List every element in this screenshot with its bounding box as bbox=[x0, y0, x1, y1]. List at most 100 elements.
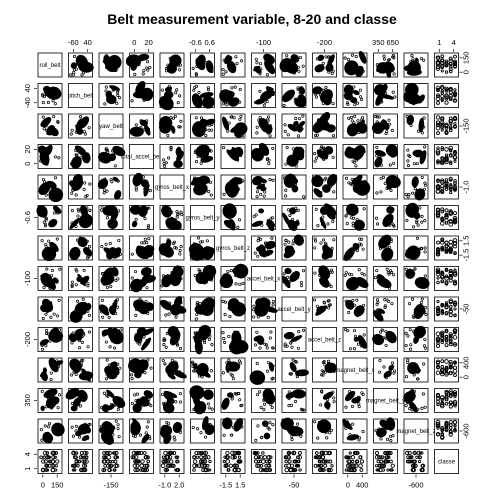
data-point bbox=[131, 208, 135, 212]
data-point bbox=[423, 250, 427, 254]
panel-magnet_belt_y-vs-pitch_belt bbox=[65, 387, 93, 413]
data-point bbox=[241, 179, 245, 183]
data-points bbox=[373, 267, 396, 290]
data-point bbox=[172, 128, 176, 132]
data-point bbox=[102, 455, 107, 460]
data-points bbox=[97, 176, 122, 200]
data-point bbox=[197, 90, 201, 94]
data-point bbox=[383, 304, 387, 308]
data-point bbox=[86, 436, 90, 440]
point-cluster bbox=[231, 302, 247, 317]
point-cluster bbox=[204, 424, 215, 436]
data-point bbox=[221, 371, 225, 375]
data-point bbox=[298, 468, 302, 472]
data-point bbox=[169, 146, 173, 150]
data-point bbox=[134, 334, 138, 338]
data-point bbox=[287, 459, 292, 464]
data-point bbox=[440, 340, 445, 344]
data-point bbox=[132, 223, 137, 227]
data-point bbox=[137, 63, 141, 67]
data-point bbox=[292, 128, 296, 132]
panel-gyros_belt_x-vs-accel_belt_x bbox=[251, 174, 276, 200]
data-point bbox=[453, 122, 457, 126]
data-point bbox=[113, 403, 117, 407]
data-point bbox=[444, 329, 449, 334]
data-point bbox=[436, 160, 440, 165]
data-point bbox=[414, 90, 418, 94]
data-point bbox=[101, 467, 106, 473]
data-points bbox=[130, 418, 152, 444]
data-point bbox=[193, 331, 197, 335]
data-points bbox=[104, 358, 122, 381]
data-point bbox=[176, 156, 180, 160]
data-point bbox=[325, 124, 329, 128]
data-point bbox=[253, 455, 259, 460]
data-point bbox=[265, 93, 269, 97]
data-point bbox=[410, 99, 414, 103]
point-cluster bbox=[343, 247, 355, 261]
data-points bbox=[190, 175, 213, 197]
data-point bbox=[199, 161, 203, 165]
point-cluster bbox=[134, 365, 145, 375]
data-point bbox=[284, 238, 288, 243]
data-point bbox=[102, 424, 106, 428]
point-cluster bbox=[373, 310, 384, 322]
data-points bbox=[250, 142, 275, 166]
data-point bbox=[111, 149, 115, 153]
data-point bbox=[46, 395, 50, 400]
data-point bbox=[440, 311, 444, 315]
data-point bbox=[448, 119, 453, 123]
data-point bbox=[179, 245, 183, 249]
data-point bbox=[448, 145, 454, 151]
data-point bbox=[160, 463, 166, 469]
data-point bbox=[172, 363, 176, 367]
point-cluster bbox=[191, 121, 207, 138]
data-point bbox=[436, 426, 440, 430]
data-points bbox=[435, 389, 458, 409]
data-point bbox=[405, 249, 409, 253]
panel-accel_belt_x-vs-pitch_belt bbox=[68, 266, 93, 291]
tick-label: 0 bbox=[41, 481, 45, 490]
data-point bbox=[258, 371, 262, 375]
data-point bbox=[104, 450, 109, 456]
data-point bbox=[352, 160, 356, 164]
data-points bbox=[221, 391, 244, 410]
data-point bbox=[422, 344, 427, 348]
point-cluster bbox=[129, 204, 142, 215]
data-points bbox=[69, 358, 94, 382]
data-point bbox=[263, 147, 267, 151]
data-points bbox=[404, 358, 426, 381]
point-cluster bbox=[198, 325, 212, 339]
data-point bbox=[169, 307, 173, 311]
data-point bbox=[196, 301, 200, 305]
data-point bbox=[239, 361, 243, 365]
data-point bbox=[315, 156, 319, 160]
data-point bbox=[440, 246, 445, 251]
data-point bbox=[383, 238, 387, 242]
point-cluster bbox=[342, 419, 352, 430]
data-point bbox=[73, 455, 78, 460]
point-cluster bbox=[97, 178, 109, 190]
data-point bbox=[238, 131, 242, 135]
data-point bbox=[45, 162, 49, 166]
data-point bbox=[440, 54, 445, 59]
panel-accel_belt_z-vs-roll_belt bbox=[37, 327, 64, 352]
data-points bbox=[221, 358, 243, 381]
data-point bbox=[351, 221, 355, 225]
point-cluster bbox=[143, 245, 155, 255]
data-point bbox=[163, 459, 169, 464]
data-points bbox=[222, 203, 242, 231]
tick-label: -50 bbox=[462, 304, 471, 315]
data-point bbox=[70, 373, 74, 377]
data-point bbox=[77, 180, 81, 184]
data-point bbox=[355, 298, 359, 302]
data-point bbox=[452, 185, 458, 190]
data-point bbox=[452, 270, 458, 275]
data-point bbox=[435, 267, 441, 273]
panel-classe-vs-gyros_belt_x bbox=[159, 449, 185, 474]
data-point bbox=[420, 120, 424, 124]
data-point bbox=[135, 392, 139, 396]
data-point bbox=[199, 459, 203, 464]
data-point bbox=[287, 404, 291, 408]
data-point bbox=[444, 63, 449, 68]
